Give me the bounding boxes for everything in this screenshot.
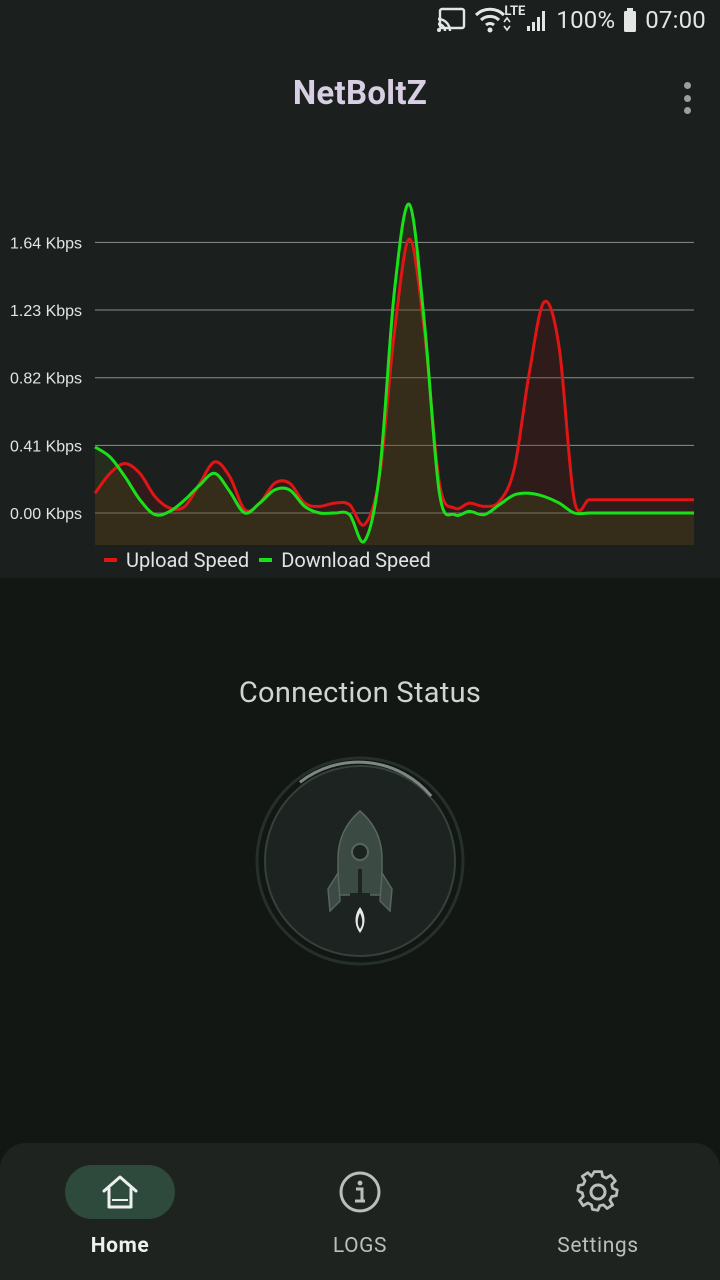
legend-download-label: Download Speed [281,548,431,572]
nav-settings[interactable]: Settings [498,1163,698,1263]
nav-logs-label: LOGS [332,1234,388,1258]
nav-active-indicator [65,1165,175,1219]
legend-upload-label: Upload Speed [126,548,250,572]
nav-logs[interactable]: LOGS [260,1163,460,1263]
legend-download-swatch [259,558,273,562]
app-title: NetBoltZ [292,74,428,113]
clock: 07:00 [645,6,706,34]
speed-chart: 1.64 Kbps 1.23 Kbps 0.82 Kbps 0.41 Kbps 0.00… [10,190,694,545]
series-line-download [94,202,694,544]
series-area-upload [95,239,694,545]
connection-status-title: Connection Status [238,676,482,710]
wifi-icon: LTE [474,4,525,34]
battery-percent: 100% [556,6,616,34]
rocket-icon [327,810,393,933]
more-vert-icon[interactable] [674,78,700,118]
chart-legend: Upload Speed Download Speed [104,548,441,572]
status-bar: LTE 100% 07:00 [0,0,720,40]
series-area-download [95,204,694,545]
gear-icon [576,1170,619,1212]
info-icon [339,1171,381,1213]
cast-icon [436,7,466,33]
battery-icon [623,7,637,33]
nav-settings-label: Settings [557,1234,639,1258]
plot-area [95,190,694,545]
y-tick-label: 1.64 Kbps [10,235,82,252]
nav-home[interactable]: Home [20,1163,220,1263]
y-tick-label: 0.41 Kbps [10,438,82,455]
nav-home-label: Home [90,1234,150,1258]
connect-button[interactable] [254,755,466,967]
y-tick-label: 1.23 Kbps [10,303,82,320]
progress-arc [298,760,433,798]
legend-upload: Upload Speed [104,548,249,572]
bottom-nav: Home LOGS Settings [0,1143,720,1280]
legend-upload-swatch [104,558,117,562]
y-tick-label: 0.82 Kbps [10,371,82,388]
home-icon [102,1175,138,1209]
legend-download: Download Speed [259,548,431,572]
y-tick-label: 0.00 Kbps [10,506,82,523]
signal-icon [526,8,548,32]
network-type: LTE [504,4,526,19]
